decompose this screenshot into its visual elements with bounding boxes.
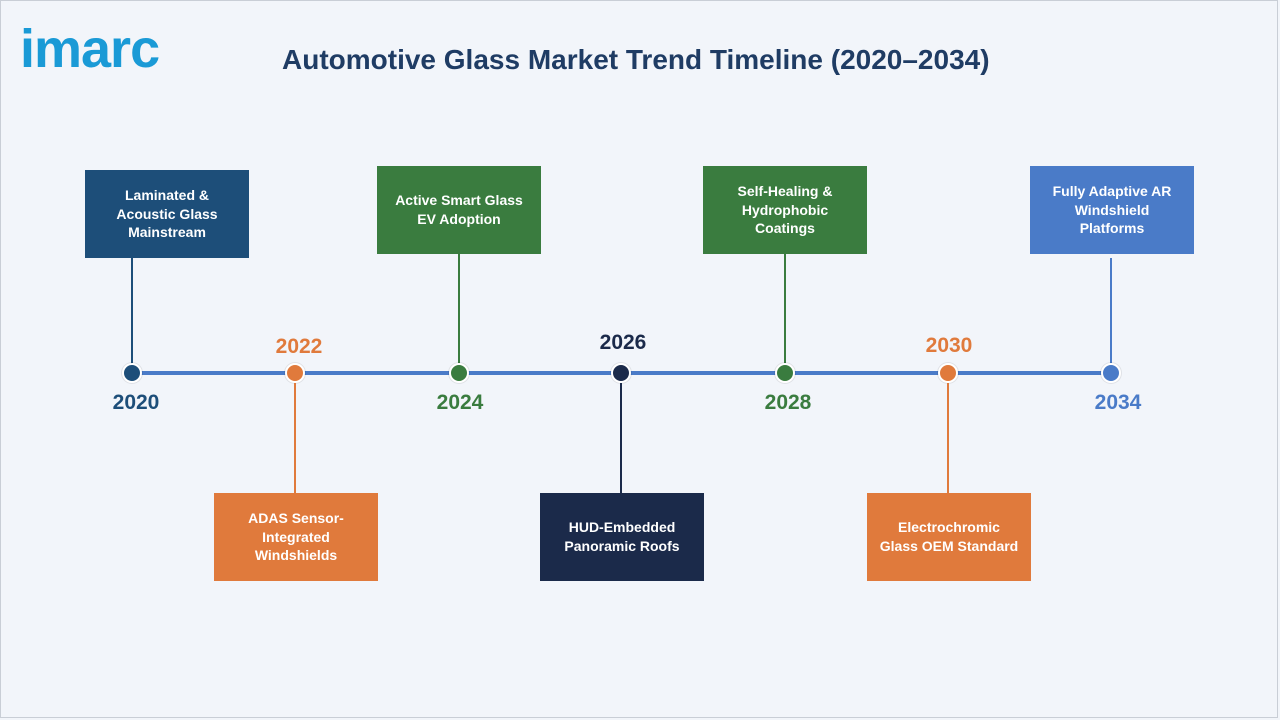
milestone-year-2020: 2020 (112, 391, 160, 414)
milestone-year-2034: 2034 (1094, 391, 1142, 414)
milestone-label: HUD-Embedded Panoramic Roofs (564, 519, 680, 554)
milestone-connector-2026 (620, 383, 622, 493)
milestone-connector-2024 (458, 254, 460, 364)
milestone-node-2020[interactable] (122, 363, 142, 383)
page-title: Automotive Glass Market Trend Timeline (… (282, 44, 990, 75)
milestone-year-2022: 2022 (275, 335, 323, 358)
milestone-box-2034: Fully Adaptive AR Windshield Platforms (1030, 166, 1194, 254)
milestone-connector-2028 (784, 254, 786, 364)
milestone-year-2030: 2030 (925, 334, 973, 357)
milestone-label: ADAS Sensor-Integrated Windshields (248, 509, 344, 564)
milestone-year-2026: 2026 (599, 331, 647, 354)
milestone-node-2030[interactable] (938, 363, 958, 383)
milestone-node-2024[interactable] (449, 363, 469, 383)
milestone-connector-2020 (131, 258, 133, 370)
milestone-connector-2022 (294, 383, 296, 493)
milestone-box-2020: Laminated & Acoustic Glass Mainstream (85, 170, 249, 258)
milestone-connector-2030 (947, 383, 949, 493)
milestone-label: Fully Adaptive AR Windshield Platforms (1052, 182, 1172, 237)
milestone-node-2028[interactable] (775, 363, 795, 383)
imarc-logo: imarc (20, 19, 160, 79)
milestone-connector-2034 (1110, 258, 1112, 364)
milestone-label: Self-Healing & Hydrophobic Coatings (737, 182, 833, 237)
milestone-year-2028: 2028 (764, 391, 812, 414)
milestone-node-2026[interactable] (611, 363, 631, 383)
milestone-box-2026: HUD-Embedded Panoramic Roofs (540, 493, 704, 581)
milestone-node-2034[interactable] (1101, 363, 1121, 383)
milestone-label: Electrochromic Glass OEM Standard (879, 519, 1019, 554)
milestone-box-2028: Self-Healing & Hydrophobic Coatings (703, 166, 867, 254)
milestone-node-2022[interactable] (285, 363, 305, 383)
milestone-box-2022: ADAS Sensor-Integrated Windshields (214, 493, 378, 581)
milestone-box-2024: Active Smart Glass EV Adoption (377, 166, 541, 254)
milestone-box-2030: Electrochromic Glass OEM Standard (867, 493, 1031, 581)
milestone-label: Active Smart Glass EV Adoption (395, 192, 523, 227)
milestone-label: Laminated & Acoustic Glass Mainstream (116, 186, 218, 241)
milestone-year-2024: 2024 (436, 391, 484, 414)
